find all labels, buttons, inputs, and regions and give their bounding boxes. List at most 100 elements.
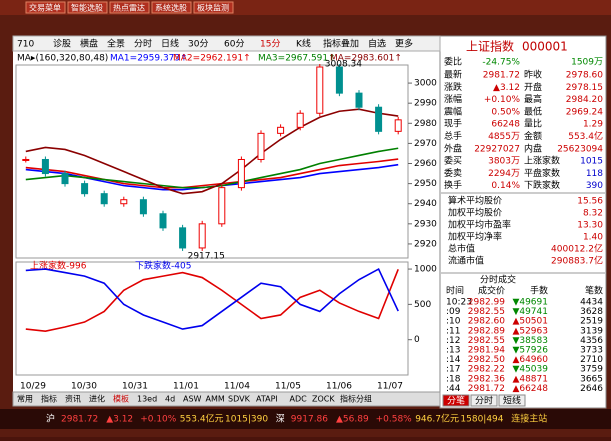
quote-label: 金额 [524, 130, 542, 142]
y-tick-label: 500 [414, 300, 431, 310]
tab[interactable] [470, 394, 498, 407]
quote-value: +0.10% [484, 95, 521, 105]
quote-value: 2978.60 [566, 71, 603, 81]
menu-button[interactable] [109, 1, 150, 14]
bottom-tool[interactable]: 进化 [89, 394, 105, 404]
trade-cell: 4434 [580, 298, 603, 308]
stat-value: 8.32 [583, 209, 603, 219]
trade-cell: 3759 [580, 365, 603, 375]
bottom-tool[interactable]: SDVK [228, 395, 251, 404]
trade-cell: 10:23 [446, 298, 472, 308]
bottom-tool[interactable]: ATAPI [256, 395, 278, 404]
quote-label: 开盘 [524, 81, 542, 93]
quote-panel [439, 35, 607, 409]
toolbar-item[interactable]: 自选 [368, 38, 386, 50]
status-item: +0.58% [376, 415, 413, 425]
trade-cell: 2519 [580, 317, 603, 327]
trade-cell: ▼45039 [512, 365, 548, 375]
stat-label: 总市值 [448, 243, 475, 255]
trade-cell: ▼57926 [512, 346, 548, 356]
stat-label: 流通市值 [448, 255, 484, 267]
quote-value: 66248 [491, 120, 520, 130]
y-tick-label: 2980 [414, 119, 437, 129]
trade-cell: 2982.22 [468, 365, 505, 375]
bottom-tool[interactable]: AMM [206, 395, 225, 404]
trade-cell: 2982.55 [468, 307, 505, 317]
menu-button[interactable] [151, 1, 192, 14]
quote-label: 现手 [444, 118, 462, 130]
status-item: 连接主站 [511, 413, 547, 425]
stat-value: 400012.2亿 [551, 243, 603, 255]
quote-value: 2294万 [488, 169, 520, 179]
toolbar-item[interactable]: 更多 [395, 38, 413, 50]
quote-label: 最低 [524, 105, 542, 117]
toolbar-item[interactable]: 60分 [224, 39, 244, 50]
menu-button[interactable] [193, 1, 234, 14]
candle [375, 106, 383, 132]
trade-cell: ▼49691 [512, 298, 548, 308]
trade-cell: 2982.36 [468, 374, 505, 384]
y-tick-label: 2930 [414, 219, 437, 229]
menu-label[interactable]: 系统选股 [155, 3, 187, 13]
chart-toolbar [12, 35, 441, 52]
trades-header: 时间 [446, 285, 464, 297]
status-bar [0, 409, 611, 429]
ma-line [25, 158, 399, 189]
ma-line [25, 108, 399, 195]
toolbar-item[interactable]: 横盘 [80, 38, 98, 50]
bottom-tool[interactable]: ADC [290, 395, 308, 404]
quote-label: 平盘家数 [524, 167, 560, 179]
stat-label: 算术平均股价 [448, 195, 502, 207]
tab-label[interactable]: 分时 [475, 395, 493, 407]
menu-label[interactable]: 板块监测 [197, 3, 229, 13]
bottom-tool[interactable]: 13ed [137, 395, 157, 404]
bottom-tool[interactable]: ZOCK [312, 395, 335, 404]
bottom-tool[interactable]: 资讯 [65, 394, 81, 404]
bottom-tool[interactable]: 模板 [113, 394, 129, 404]
bottom-tool[interactable]: 常用 [17, 395, 33, 404]
quote-label: 量比 [524, 118, 542, 130]
toolbar-item[interactable]: 分时 [134, 38, 152, 50]
quote-label: 震幅 [444, 105, 462, 117]
toolbar-item[interactable]: 全景 [107, 38, 125, 50]
bottom-tool[interactable]: ASW [183, 395, 202, 404]
toolbar-item[interactable]: 15分 [260, 39, 280, 50]
tab[interactable] [498, 394, 526, 407]
quote-value: 0.50% [491, 107, 520, 117]
x-tick-label: 11/05 [275, 382, 301, 392]
bottom-tool[interactable]: 4d [165, 395, 175, 404]
trade-cell: ▲52963 [512, 326, 548, 336]
tab-label[interactable]: 短线 [503, 395, 521, 407]
trade-cell: 2982.89 [468, 326, 505, 336]
ma-line [25, 147, 399, 189]
menu-label[interactable]: 交易菜单 [29, 3, 61, 13]
quote-value: 553.4亿 [568, 130, 603, 142]
bottom-tool[interactable]: 指标分组 [340, 394, 372, 404]
bottom-tool[interactable]: 指标 [41, 394, 57, 404]
quote-code: 000001 [522, 40, 568, 54]
status-item: 2981.72 [61, 415, 98, 425]
tab[interactable] [442, 394, 470, 407]
y-tick-label: 2940 [414, 199, 437, 209]
toolbar-item[interactable]: K线 [296, 38, 311, 50]
trade-cell: :44 [446, 384, 461, 394]
trade-cell: :11 [446, 326, 460, 336]
menu-button[interactable] [25, 1, 66, 14]
quote-value: ▲3.12 [493, 83, 520, 93]
min-annotation: 2917.15 [188, 251, 225, 261]
stat-value: 290883.7亿 [551, 255, 603, 267]
toolbar-item[interactable]: 指标叠加 [323, 38, 359, 50]
status-item: ▲3.12 [106, 415, 133, 425]
toolbar-item[interactable]: 30分 [188, 39, 208, 50]
menu-button[interactable] [67, 1, 108, 14]
menu-label[interactable]: 智能选股 [71, 3, 103, 13]
candle [41, 158, 49, 175]
bottom-toolbar [12, 391, 441, 407]
tab-label[interactable]: 分笔 [447, 395, 465, 407]
menu-label[interactable]: 热点雷达 [113, 3, 145, 13]
toolbar-item[interactable]: 诊股 [53, 38, 71, 50]
trade-cell: ▲50501 [512, 317, 548, 327]
toolbar-item[interactable]: 710 [17, 40, 34, 50]
toolbar-item[interactable]: 日线 [161, 38, 179, 50]
